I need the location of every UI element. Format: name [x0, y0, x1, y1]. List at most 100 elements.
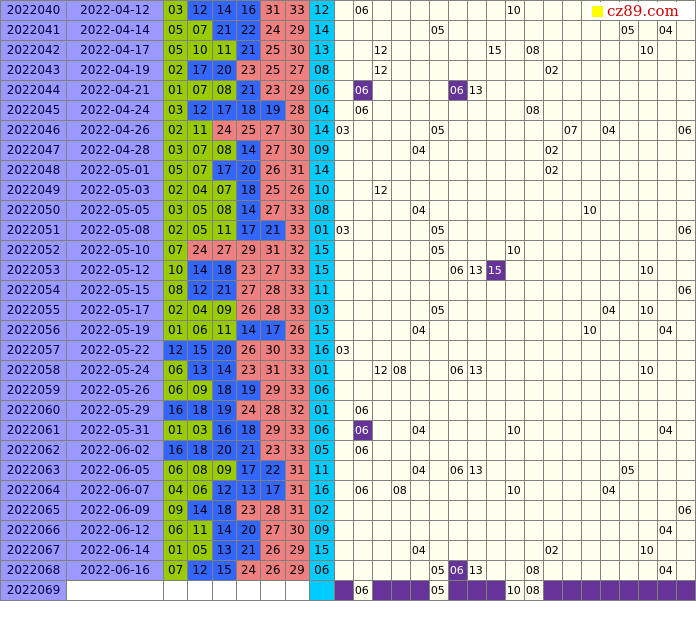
- blue-ball: 06: [308, 80, 335, 101]
- date: 2022-05-03: [66, 180, 165, 201]
- grid-cell: [409, 240, 430, 261]
- grid-cell: [390, 220, 411, 241]
- red-ball: 23: [235, 500, 262, 521]
- grid-cell: [371, 0, 392, 21]
- red-ball: 17: [235, 460, 262, 481]
- grid-cell: 06: [352, 100, 373, 121]
- grid-cell: [371, 440, 392, 461]
- red-ball: 06: [187, 480, 213, 501]
- grid-cell: [390, 60, 411, 81]
- grid-cell: [504, 60, 525, 81]
- red-ball: 03: [163, 200, 189, 221]
- date: 2022-05-10: [66, 240, 165, 261]
- grid-cell: [637, 60, 658, 81]
- grid-cell: [561, 220, 582, 241]
- grid-cell: [428, 40, 449, 61]
- grid-cell: [447, 380, 468, 401]
- grid-cell: [637, 140, 658, 161]
- blue-ball: 01: [308, 220, 335, 241]
- red-ball: 03: [163, 100, 189, 121]
- grid-cell: [504, 460, 525, 481]
- grid-cell: [333, 360, 354, 381]
- grid-cell: [656, 140, 677, 161]
- grid-cell: [409, 220, 430, 241]
- grid-cell: 05: [428, 580, 449, 601]
- draw-row: 2022057 2022-05-22 12 15 20 26 30 33 16 03: [0, 340, 696, 361]
- red-ball: 14: [235, 200, 262, 221]
- grid-cell: [542, 120, 563, 141]
- grid-cell: [561, 140, 582, 161]
- grid-cell: [485, 320, 506, 341]
- grid-cell: [390, 160, 411, 181]
- grid-cell: [542, 340, 563, 361]
- red-ball: 14: [211, 520, 237, 541]
- grid-cell: [352, 240, 373, 261]
- grid-cell: 13: [466, 360, 487, 381]
- grid-cell: [561, 80, 582, 101]
- grid-cell: [561, 400, 582, 421]
- grid-cell: [542, 480, 563, 501]
- grid-cell: [466, 440, 487, 461]
- grid-cell: [390, 240, 411, 261]
- grid-cell: [504, 160, 525, 181]
- grid-cell: [390, 200, 411, 221]
- grid-cell: [352, 380, 373, 401]
- grid-cell: [599, 400, 620, 421]
- draw-row: 2022049 2022-05-03 02 04 07 18 25 26 10 12: [0, 180, 696, 201]
- grid-cell: [333, 300, 354, 321]
- red-ball: 11: [187, 120, 213, 141]
- red-ball: 33: [284, 200, 310, 221]
- red-ball: 18: [235, 180, 262, 201]
- grid-cell: [542, 500, 563, 521]
- grid-cell: [333, 280, 354, 301]
- red-ball: 05: [163, 20, 189, 41]
- draw-row: 2022060 2022-05-29 16 18 19 24 28 32 01 06: [0, 400, 696, 421]
- blue-ball: 15: [308, 260, 335, 281]
- red-ball: 06: [187, 320, 213, 341]
- red-ball: 17: [260, 480, 286, 501]
- grid-cell: [466, 500, 487, 521]
- red-ball: 02: [163, 180, 189, 201]
- red-ball: 17: [187, 60, 213, 81]
- red-ball: 29: [284, 540, 310, 561]
- issue: 2022044: [0, 80, 68, 101]
- red-ball: 23: [235, 360, 262, 381]
- grid-cell: [675, 360, 696, 381]
- grid-cell: [409, 120, 430, 141]
- grid-cell: [333, 380, 354, 401]
- grid-cell: [542, 40, 563, 61]
- grid-cell: [466, 60, 487, 81]
- red-ball: 18: [211, 260, 237, 281]
- draw-row: 2022048 2022-05-01 05 07 17 20 26 31 14 02: [0, 160, 696, 181]
- grid-cell: [561, 160, 582, 181]
- blue-ball: 14: [308, 20, 335, 41]
- grid-cell: [466, 520, 487, 541]
- grid-cell: 05: [428, 220, 449, 241]
- red-ball: 09: [187, 380, 213, 401]
- grid-cell: [542, 280, 563, 301]
- grid-cell: [409, 300, 430, 321]
- grid-cell: 04: [599, 120, 620, 141]
- grid-cell: 05: [428, 240, 449, 261]
- red-ball: 19: [211, 400, 237, 421]
- grid-cell: [599, 280, 620, 301]
- issue: 2022065: [0, 500, 68, 521]
- grid-cell: [656, 120, 677, 141]
- grid-cell: [542, 520, 563, 541]
- grid-cell: 06: [352, 480, 373, 501]
- grid-cell: [618, 580, 639, 601]
- grid-cell: [675, 580, 696, 601]
- grid-cell: [447, 280, 468, 301]
- red-ball: 26: [284, 180, 310, 201]
- red-ball: 30: [284, 140, 310, 161]
- grid-cell: [599, 20, 620, 41]
- red-ball: 33: [284, 420, 310, 441]
- grid-cell: 13: [466, 560, 487, 581]
- grid-cell: [599, 340, 620, 361]
- grid-cell: 04: [409, 200, 430, 221]
- grid-cell: [561, 580, 582, 601]
- date: 2022-05-19: [66, 320, 165, 341]
- grid-cell: [637, 460, 658, 481]
- grid-cell: [504, 340, 525, 361]
- grid-cell: [428, 420, 449, 441]
